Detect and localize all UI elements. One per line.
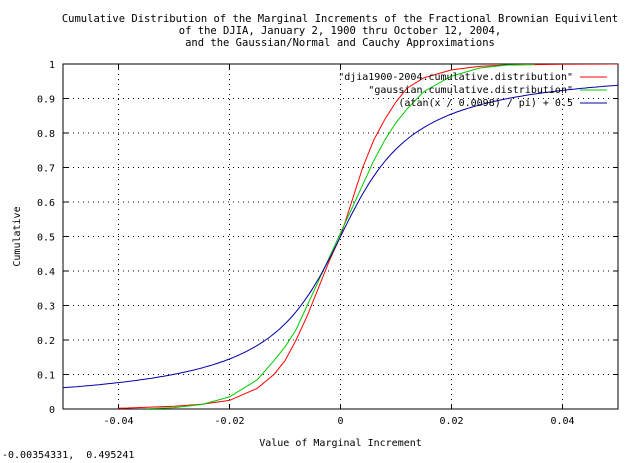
axis-ticks: -0.04 -0.02 0 0.02 0.04 0 0.1 0.2 0.3 0.4 0.5 0.6 0.… bbox=[37, 60, 618, 427]
cursor-coordinate-readout: -0.00354331, 0.495241 bbox=[2, 450, 135, 461]
x-tick-label: 0.02 bbox=[439, 416, 463, 427]
chart-title: Cumulative Distribution of the Marginal … bbox=[62, 13, 618, 49]
x-tick-label: -0.02 bbox=[214, 416, 244, 427]
y-tick-label: 0.5 bbox=[37, 233, 55, 244]
series-line-0 bbox=[118, 64, 618, 409]
x-tick-label: -0.04 bbox=[103, 416, 133, 427]
y-tick-label: 0.1 bbox=[37, 371, 55, 382]
title-line: Cumulative Distribution of the Marginal … bbox=[62, 13, 618, 25]
y-tick-label: 0.2 bbox=[37, 336, 55, 347]
y-tick-label: 0.7 bbox=[37, 164, 55, 175]
y-tick-label: 0.8 bbox=[37, 129, 55, 140]
title-line: of the DJIA, January 2, 1900 thru Octobe… bbox=[179, 25, 501, 37]
series-line-1 bbox=[146, 64, 535, 409]
x-axis-label: Value of Marginal Increment bbox=[259, 438, 422, 449]
legend-label: "djia1900-2004.cumulative.distribution" bbox=[338, 72, 573, 83]
y-tick-label: 0.6 bbox=[37, 198, 55, 209]
legend-label: "gaussian.cumulative.distribution" bbox=[368, 85, 573, 96]
x-tick-label: 0 bbox=[337, 416, 343, 427]
y-tick-label: 0.9 bbox=[37, 95, 55, 106]
y-tick-label: 1 bbox=[49, 60, 55, 71]
y-tick-label: 0 bbox=[49, 405, 55, 416]
legend: "djia1900-2004.cumulative.distribution" "… bbox=[338, 72, 607, 109]
y-tick-label: 0.3 bbox=[37, 302, 55, 313]
series-line-2 bbox=[63, 84, 618, 389]
y-axis-label: Cumulative bbox=[12, 206, 23, 266]
legend-label: (atan(x / 0.0098) / pi) + 0.5 bbox=[398, 98, 573, 109]
x-tick-label: 0.04 bbox=[550, 416, 574, 427]
y-tick-label: 0.4 bbox=[37, 267, 55, 278]
series-lines bbox=[63, 64, 618, 409]
title-line: and the Gaussian/Normal and Cauchy Appro… bbox=[185, 37, 495, 49]
